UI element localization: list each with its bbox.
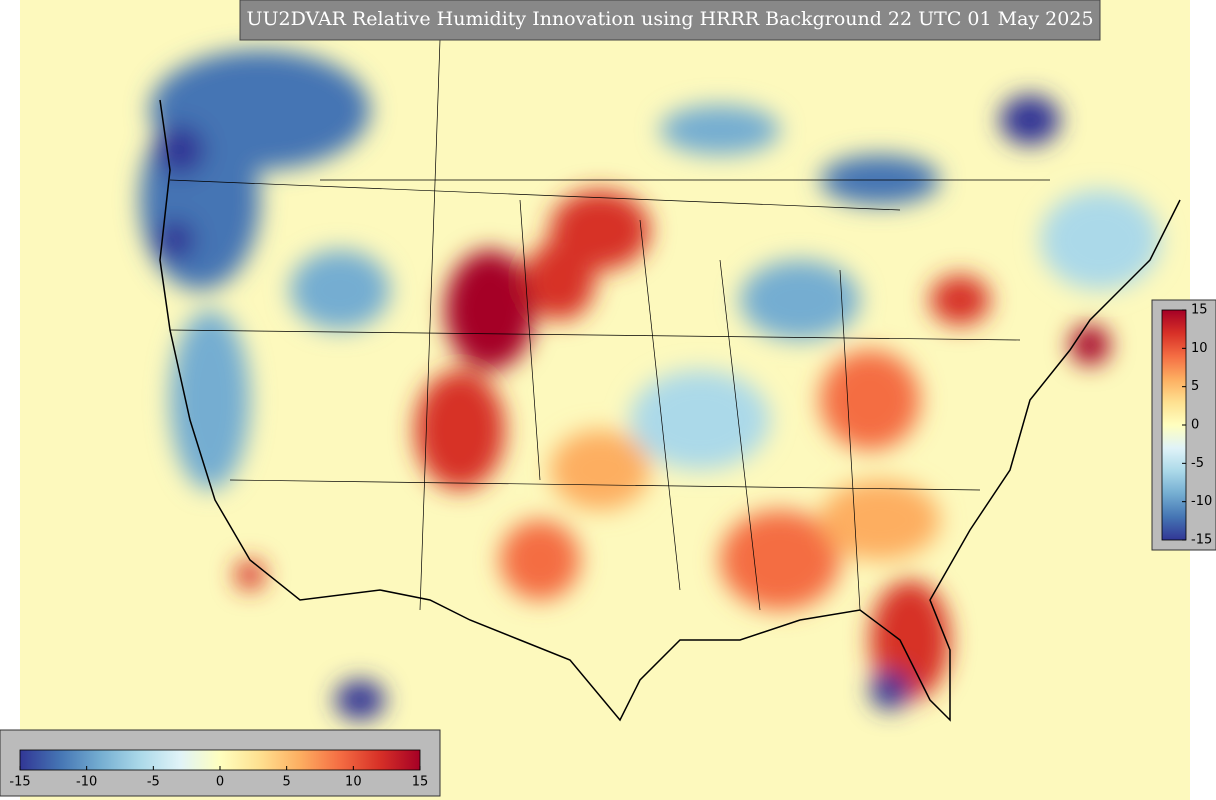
state-borders bbox=[169, 39, 1050, 611]
tick-label: 0 bbox=[216, 775, 224, 790]
tick-label: 15 bbox=[1191, 303, 1208, 318]
tick-label: -10 bbox=[76, 775, 97, 790]
tick-label: 10 bbox=[345, 775, 362, 790]
map bbox=[20, 0, 1190, 800]
tick-label: -10 bbox=[1191, 494, 1212, 509]
tick-label: -15 bbox=[1191, 533, 1212, 548]
tick-label: -5 bbox=[1191, 456, 1204, 471]
tick-label: -5 bbox=[147, 775, 160, 790]
tick-label: 0 bbox=[1191, 418, 1199, 433]
title-box bbox=[239, 0, 1101, 41]
coastline bbox=[159, 99, 1181, 722]
tick-label: 10 bbox=[1191, 341, 1208, 356]
tick-label: -15 bbox=[9, 775, 30, 790]
tick-label: 5 bbox=[283, 775, 291, 790]
tick-label: 15 bbox=[412, 775, 429, 790]
tick-label: 5 bbox=[1191, 379, 1199, 394]
title: UU2DVAR Relative Humidity Innovation usi… bbox=[246, 8, 1093, 30]
innovation-field bbox=[140, 50, 1160, 720]
